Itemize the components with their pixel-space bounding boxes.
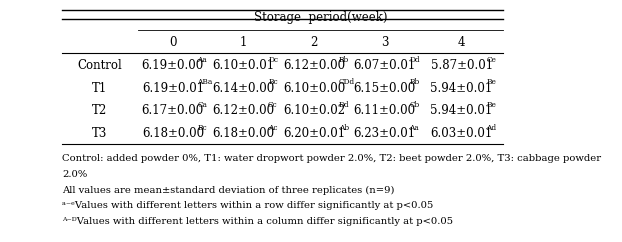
Text: 6.19±0.01: 6.19±0.01	[142, 82, 204, 95]
Text: 6.10±0.01: 6.10±0.01	[212, 59, 274, 72]
Text: Control: added powder 0%, T1: water dropwort powder 2.0%, T2: beet powder 2.0%, : Control: added powder 0%, T1: water drop…	[62, 154, 601, 164]
Text: Be: Be	[486, 101, 496, 109]
Text: 6.19±0.00: 6.19±0.00	[142, 59, 204, 72]
Text: 2: 2	[310, 36, 318, 49]
Text: 6.18±0.00: 6.18±0.00	[142, 127, 204, 140]
Text: ABa: ABa	[197, 78, 213, 86]
Text: Cc: Cc	[268, 101, 277, 109]
Text: 0: 0	[169, 36, 177, 49]
Text: 5.94±0.01: 5.94±0.01	[430, 104, 493, 117]
Text: T1: T1	[92, 82, 108, 95]
Text: T2: T2	[92, 104, 108, 117]
Text: Be: Be	[486, 78, 496, 86]
Text: 5.94±0.01: 5.94±0.01	[430, 82, 493, 95]
Text: 6.12±0.00: 6.12±0.00	[212, 104, 274, 117]
Text: CDd: CDd	[338, 78, 355, 86]
Text: Dd: Dd	[409, 56, 420, 64]
Text: 6.20±0.01: 6.20±0.01	[283, 127, 345, 140]
Text: Ab: Ab	[338, 124, 349, 132]
Text: ᴬ⁻ᴰValues with different letters within a column differ significantly at p<0.05: ᴬ⁻ᴰValues with different letters within …	[62, 217, 453, 226]
Text: Ac: Ac	[268, 124, 277, 132]
Text: Aa: Aa	[197, 56, 207, 64]
Text: Bb: Bb	[338, 56, 349, 64]
Text: 1: 1	[239, 36, 247, 49]
Text: 4: 4	[458, 36, 465, 49]
Text: Aa: Aa	[409, 124, 419, 132]
Text: 5.87±0.01: 5.87±0.01	[430, 59, 493, 72]
Text: 2.0%: 2.0%	[62, 170, 87, 179]
Text: Dc: Dc	[268, 56, 278, 64]
Text: 3: 3	[381, 36, 388, 49]
Text: 6.10±0.00: 6.10±0.00	[283, 82, 345, 95]
Text: Ce: Ce	[486, 56, 496, 64]
Text: Storage  period(week): Storage period(week)	[254, 11, 387, 24]
Text: 6.23±0.01: 6.23±0.01	[353, 127, 415, 140]
Text: 6.14±0.00: 6.14±0.00	[212, 82, 274, 95]
Text: Cb: Cb	[409, 101, 419, 109]
Text: 6.03±0.01: 6.03±0.01	[430, 127, 493, 140]
Text: 6.10±0.02: 6.10±0.02	[283, 104, 345, 117]
Text: Ad: Ad	[486, 124, 496, 132]
Text: ᵃ⁻ᵉValues with different letters within a row differ significantly at p<0.05: ᵃ⁻ᵉValues with different letters within …	[62, 202, 434, 211]
Text: All values are mean±standard deviation of three replicates (n=9): All values are mean±standard deviation o…	[62, 186, 394, 195]
Text: Dd: Dd	[338, 101, 350, 109]
Text: Bb: Bb	[409, 78, 419, 86]
Text: Control: Control	[77, 59, 122, 72]
Text: 6.11±0.00: 6.11±0.00	[353, 104, 415, 117]
Text: 6.07±0.01: 6.07±0.01	[353, 59, 415, 72]
Text: T3: T3	[92, 127, 108, 140]
Text: Ca: Ca	[197, 101, 207, 109]
Text: Bc: Bc	[268, 78, 277, 86]
Text: Bc: Bc	[197, 124, 207, 132]
Text: 6.17±0.00: 6.17±0.00	[142, 104, 204, 117]
Text: 6.12±0.00: 6.12±0.00	[283, 59, 345, 72]
Text: 6.18±0.00: 6.18±0.00	[212, 127, 274, 140]
Text: 6.15±0.00: 6.15±0.00	[353, 82, 415, 95]
